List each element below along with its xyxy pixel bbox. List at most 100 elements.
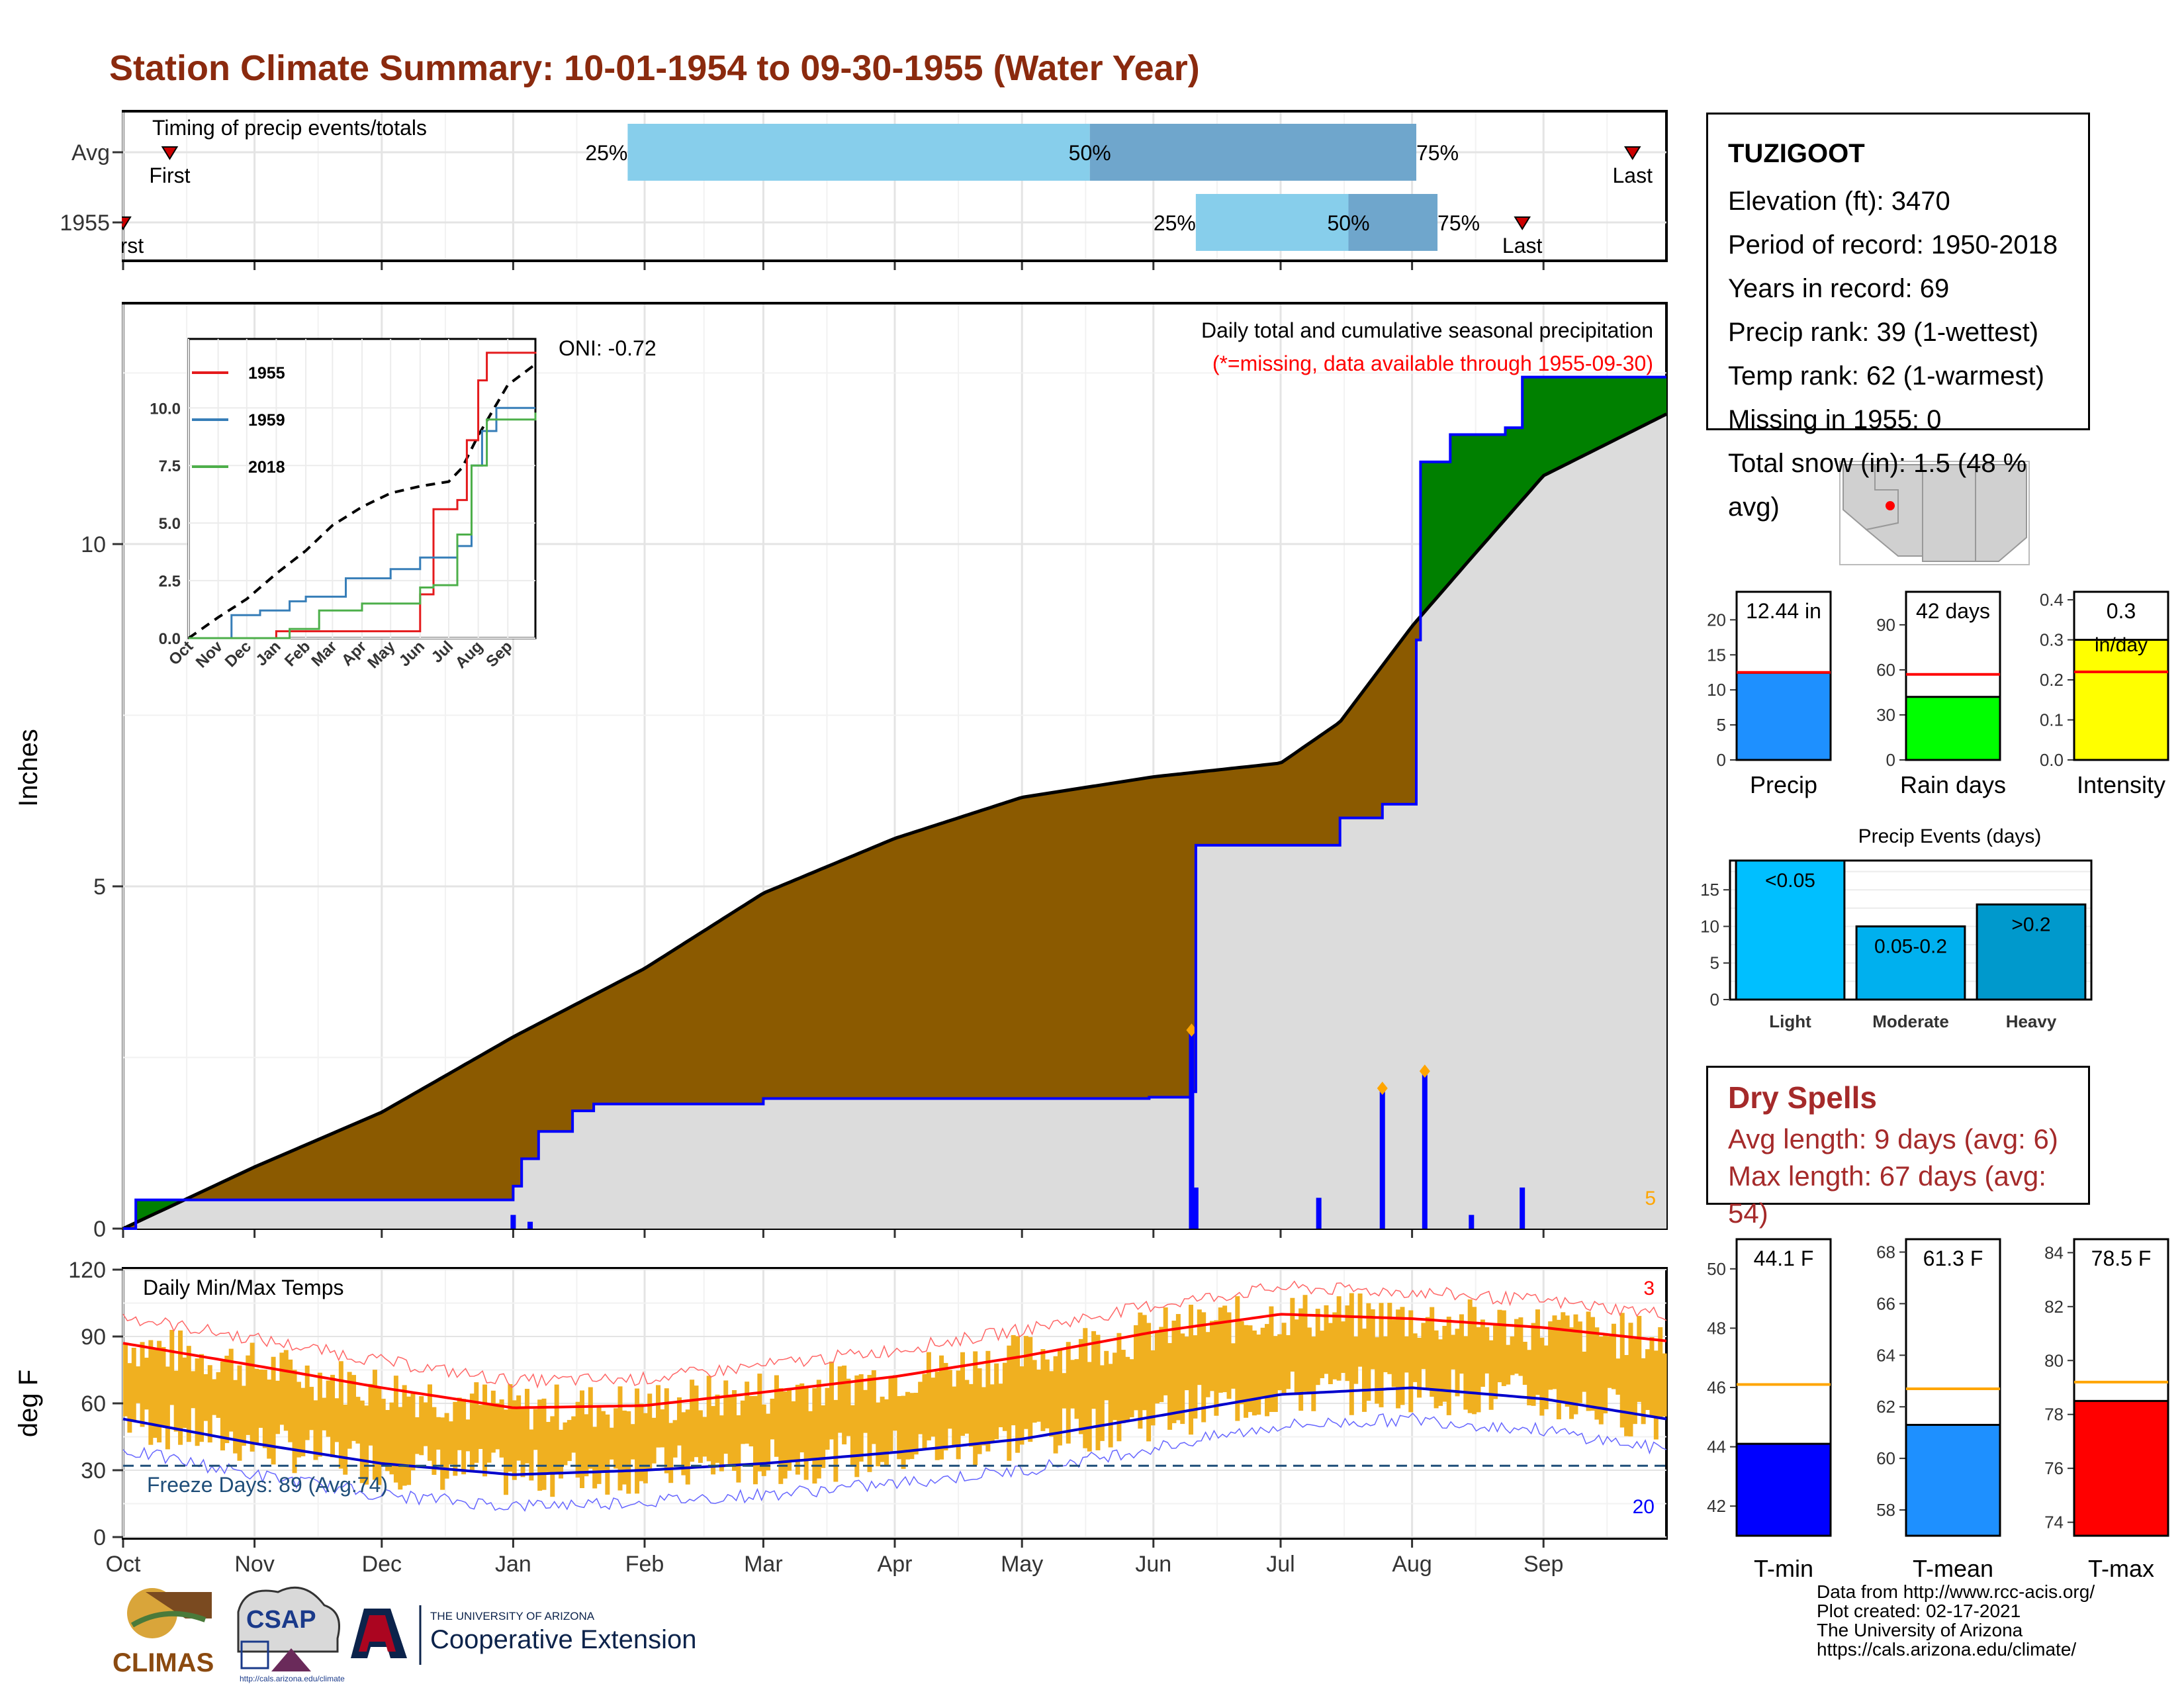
daily-temp-bar xyxy=(643,1413,648,1483)
daily-temp-bar xyxy=(1611,1323,1616,1389)
daily-temp-bar xyxy=(313,1400,318,1460)
daily-temp-bar xyxy=(1565,1315,1570,1407)
raindays-mini-chart-label: Rain days xyxy=(1900,771,2006,798)
daily-temp-bar xyxy=(1235,1296,1240,1421)
daily-temp-bar xyxy=(681,1412,686,1476)
temp-ytick: 60 xyxy=(81,1391,106,1417)
daily-temp-bar xyxy=(1437,1339,1443,1406)
daily-temp-bar xyxy=(740,1400,745,1444)
daily-temp-bar xyxy=(1294,1319,1299,1394)
daily-temp-bar xyxy=(774,1375,779,1457)
events-title: Precip Events (days) xyxy=(1858,825,2042,847)
map-texas xyxy=(1975,464,2027,562)
precip-event-marker xyxy=(1186,1023,1197,1037)
intensity-mini-chart-unit: in/day xyxy=(2095,634,2148,656)
daily-temp-bar xyxy=(254,1368,259,1444)
daily-temp-bar xyxy=(508,1383,513,1472)
daily-temp-bar xyxy=(1336,1296,1342,1381)
daily-temp-bar xyxy=(952,1386,957,1446)
daily-temp-bar xyxy=(913,1393,919,1455)
daily-temp-bar xyxy=(1539,1337,1545,1416)
daily-temp-bar xyxy=(1273,1336,1278,1413)
tmin-chart-ytick: 44 xyxy=(1707,1437,1726,1457)
daily-temp-bar xyxy=(858,1374,864,1462)
tmax-chart-ytick: 76 xyxy=(2044,1458,2064,1478)
daily-temp-bar xyxy=(1361,1329,1367,1412)
station-info-box: TUZIGOOT Elevation (ft): 3470 Period of … xyxy=(1706,113,2090,522)
daily-temp-bar xyxy=(246,1355,251,1435)
daily-temp-bar xyxy=(1104,1350,1109,1401)
daily-temp-bar xyxy=(1159,1327,1164,1403)
daily-temp-bar xyxy=(1501,1310,1506,1386)
dry-spells-title: Dry Spells xyxy=(1728,1080,1877,1115)
daily-temp-bar xyxy=(1561,1312,1566,1402)
tmin-chart-label: T-min xyxy=(1754,1555,1813,1582)
precip-ytick: 0 xyxy=(93,1217,106,1242)
daily-temp-bar xyxy=(1459,1314,1464,1374)
daily-temp-bar xyxy=(1256,1335,1261,1415)
daily-temp-bar xyxy=(829,1361,834,1440)
daily-temp-bar xyxy=(457,1397,462,1450)
daily-temp-bar xyxy=(1433,1330,1439,1409)
daily-temp-bar xyxy=(1472,1307,1477,1415)
daily-temp-bar xyxy=(533,1409,538,1450)
info-line: Elevation (ft): 3470 xyxy=(1728,187,1950,216)
daily-temp-bar xyxy=(871,1370,876,1444)
intensity-mini-chart-ytick: 0.2 xyxy=(2040,670,2064,690)
daily-temp-bar xyxy=(1662,1353,1667,1417)
daily-temp-bar xyxy=(732,1389,737,1471)
timing-bar-q2 xyxy=(627,124,1090,181)
timing-clip-left xyxy=(0,113,122,261)
tmin-chart-ytick: 42 xyxy=(1707,1496,1726,1516)
events-bar-label: >0.2 xyxy=(2011,914,2050,935)
raindays-mini-chart-ytick: 60 xyxy=(1876,660,1895,680)
record-high-line xyxy=(122,1280,1667,1389)
daily-temp-bar xyxy=(1180,1333,1185,1425)
daily-temp-bar xyxy=(216,1372,221,1418)
daily-temp-bar xyxy=(495,1403,500,1450)
daily-temp-bar xyxy=(630,1424,635,1460)
inset-legend-label: 1955 xyxy=(248,364,285,383)
month-label: Aug xyxy=(1392,1552,1432,1577)
daily-temp-bar xyxy=(647,1393,653,1471)
daily-temp-bar xyxy=(317,1372,322,1457)
daily-temp-bar xyxy=(1320,1331,1325,1378)
daily-temp-bar xyxy=(300,1387,306,1456)
daily-temp-bar xyxy=(1205,1332,1210,1397)
daily-temp-bar xyxy=(596,1407,602,1484)
daily-temp-bar xyxy=(1628,1323,1633,1436)
daily-temp-bar xyxy=(377,1387,382,1485)
daily-temp-bar xyxy=(1649,1337,1655,1417)
daily-temp-bar xyxy=(550,1416,555,1497)
daily-temp-bar xyxy=(614,1408,619,1469)
timing-p75-label: 75% xyxy=(1437,211,1480,235)
daily-temp-bar xyxy=(736,1415,741,1483)
daily-temp-bar xyxy=(1658,1327,1663,1419)
timing-bar-q2 xyxy=(1195,194,1349,251)
daily-temp-bar xyxy=(960,1352,966,1436)
daily-temp-bar xyxy=(1269,1306,1274,1412)
daily-temp-bar xyxy=(600,1411,606,1472)
daily-temp-bar xyxy=(482,1384,488,1477)
daily-temp-bar xyxy=(393,1376,398,1483)
daily-temp-bar xyxy=(580,1390,585,1489)
daily-temp-bar xyxy=(1074,1359,1079,1419)
daily-temp-bar xyxy=(1057,1348,1062,1446)
daily-temp-bar xyxy=(1044,1359,1050,1429)
month-label: Mar xyxy=(744,1552,783,1577)
daily-temp-bar xyxy=(1573,1314,1578,1415)
daily-temp-bar xyxy=(816,1380,821,1479)
daily-temp-bar xyxy=(529,1429,534,1481)
daily-temp-bar xyxy=(766,1413,771,1471)
daily-temp-bar xyxy=(1379,1303,1384,1407)
daily-temp-bar xyxy=(478,1405,483,1449)
daily-temp-bar xyxy=(228,1348,234,1432)
daily-temp-bar xyxy=(1353,1336,1359,1384)
daily-temp-bar xyxy=(1087,1362,1092,1452)
footer-line: The University of Arizona xyxy=(1817,1620,2023,1640)
inset-ytick: 0.0 xyxy=(159,630,181,648)
daily-temp-bar xyxy=(131,1348,136,1421)
daily-temp-bar xyxy=(292,1370,297,1474)
temp-count-low: 20 xyxy=(1633,1496,1655,1518)
timing-bar-q3 xyxy=(1089,124,1417,181)
